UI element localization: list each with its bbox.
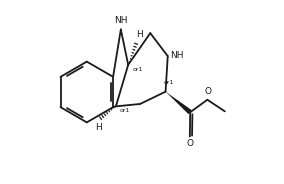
Text: or1: or1 xyxy=(164,80,174,85)
Text: NH: NH xyxy=(170,51,183,60)
Polygon shape xyxy=(166,92,192,114)
Text: O: O xyxy=(186,139,193,148)
Text: O: O xyxy=(204,88,212,96)
Text: or1: or1 xyxy=(133,67,143,72)
Text: H: H xyxy=(95,123,101,132)
Text: H: H xyxy=(136,30,143,39)
Text: NH: NH xyxy=(114,16,127,25)
Text: or1: or1 xyxy=(120,108,130,114)
